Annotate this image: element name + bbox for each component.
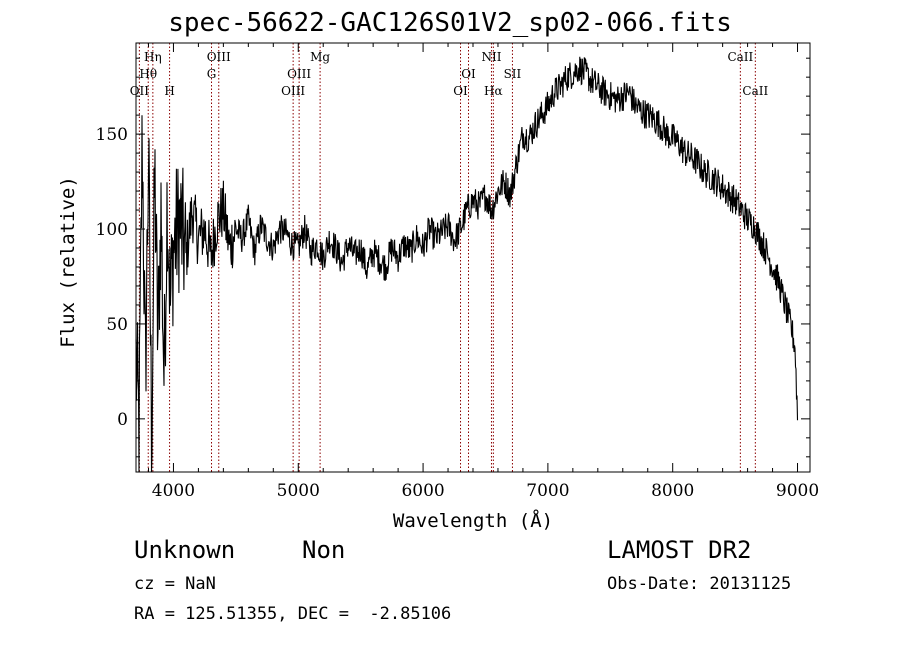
emission-line-label: Hθ bbox=[139, 67, 157, 81]
y-axis-label: Flux (relative) bbox=[57, 176, 79, 348]
survey-name: LAMOST DR2 bbox=[607, 536, 752, 564]
emission-line-label: OIII bbox=[207, 50, 231, 64]
emission-line-label: CaII bbox=[727, 50, 753, 64]
x-tick-label: 9000 bbox=[776, 481, 819, 501]
emission-line-label: OIII bbox=[281, 84, 305, 98]
x-axis-ticks: 4000 5000 6000 7000 8000 9000 bbox=[147, 43, 819, 501]
x-axis-label: Wavelength (Å) bbox=[392, 510, 554, 532]
emission-line-label: G bbox=[207, 67, 217, 81]
emission-line-label: Mg bbox=[310, 50, 330, 64]
x-tick-label: 8000 bbox=[651, 481, 694, 501]
chart-title: spec-56622-GAC126S01V2_sp02-066.fits bbox=[168, 8, 732, 38]
redshift-readout: cz = NaN bbox=[134, 574, 216, 594]
y-axis-ticks: 0 50 100 150 bbox=[96, 57, 810, 458]
emission-line-label: CaII bbox=[742, 84, 768, 98]
x-tick-label: 7000 bbox=[526, 481, 569, 501]
emission-line-label: OI bbox=[453, 84, 468, 98]
x-tick-label: 5000 bbox=[277, 481, 320, 501]
emission-line-label: NII bbox=[481, 50, 501, 64]
emission-line-label: OII bbox=[130, 84, 150, 98]
sky-coordinates: RA = 125.51355, DEC = -2.85106 bbox=[134, 604, 452, 624]
y-tick-label: 150 bbox=[96, 125, 128, 145]
y-tick-label: 50 bbox=[106, 315, 128, 335]
emission-line-label: OIII bbox=[287, 67, 311, 81]
emission-line-label: Hα bbox=[484, 84, 503, 98]
y-tick-label: 100 bbox=[96, 220, 128, 240]
emission-line-label: OI bbox=[461, 67, 476, 81]
emission-line-label: Hη bbox=[144, 50, 162, 64]
object-subclass: Non bbox=[302, 536, 346, 564]
observation-date: Obs-Date: 20131125 bbox=[607, 574, 792, 594]
plot-frame bbox=[135, 42, 811, 473]
x-tick-label: 4000 bbox=[152, 481, 195, 501]
object-class: Unknown bbox=[134, 536, 236, 564]
y-tick-label: 0 bbox=[117, 410, 128, 430]
x-tick-label: 6000 bbox=[401, 481, 444, 501]
emission-line-label: SII bbox=[504, 67, 522, 81]
emission-line-label: H bbox=[164, 84, 174, 98]
spectrum-series-line bbox=[135, 56, 799, 473]
